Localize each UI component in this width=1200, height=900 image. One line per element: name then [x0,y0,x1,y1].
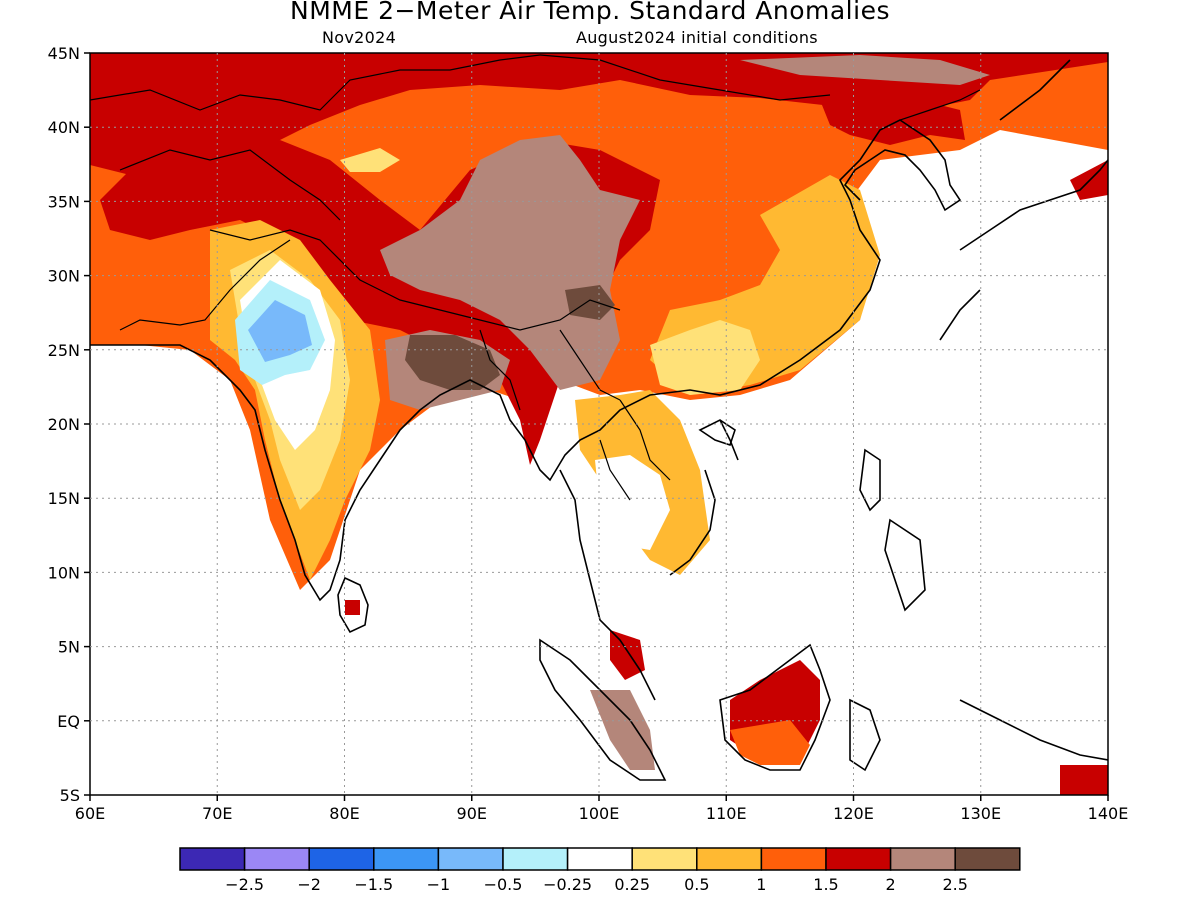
colorbar-label: 1 [756,875,766,894]
anomaly-region-red-sumatra [610,630,645,680]
anomaly-region-red-srilanka [345,600,360,615]
anomaly-region-darkbrown [405,335,500,390]
colorbar-swatch [760,847,827,871]
lat-tick-label: 5N [58,638,80,657]
lon-tick-label: 60E [75,804,105,823]
map-title: NMME 2−Meter Air Temp. Standard Anomalie… [290,0,890,25]
colorbar-label: −1 [427,875,451,894]
colorbar-label: 0.25 [614,875,650,894]
initial-conditions: August2024 initial conditions [576,28,818,47]
anomaly-region-yellow-tibet [340,148,400,172]
lat-tick-label: 10N [48,563,80,582]
coastlines [90,59,1108,781]
colorbar-swatch [631,847,698,871]
lat-tick-label: 20N [48,415,80,434]
anomaly-region-white-indochina [595,455,670,550]
colorbar-swatch [566,847,633,871]
lon-tick-label: 90E [457,804,487,823]
lon-tick-label: 80E [329,804,359,823]
colorbar-label: −0.5 [484,875,523,894]
graticule [90,53,1108,795]
colorbar-swatch [954,847,1021,871]
country-borders [90,54,981,501]
colorbar-label: −0.25 [543,875,592,894]
lon-tick-label: 70E [202,804,232,823]
colorbar-swatch [373,847,440,871]
lon-tick-label: 110E [706,804,747,823]
anomaly-region-darkbrown-2 [565,285,615,320]
anomaly-region-yellow-china [650,320,760,395]
colorbar-swatch [179,847,246,871]
anomaly-region-blue-india [248,300,312,362]
colorbar-swatch [825,847,892,871]
colorbar-swatch [502,847,569,871]
colorbar-label: 2 [886,875,896,894]
colorbar-label: −2 [297,875,321,894]
axes: 60E 70E 80E 90E 100E 110E 120E 130E 140E 45N 40N 35… [48,44,1129,823]
anomaly-field [90,53,1108,795]
colorbar-label: −2.5 [225,875,264,894]
anomaly-region-brown-tibet [380,135,640,390]
forecast-month: Nov2024 [322,28,397,47]
lat-tick-label: 40N [48,118,80,137]
lat-tick-label: 15N [48,489,80,508]
colorbar-swatch [889,847,956,871]
colorbar-swatch [308,847,375,871]
colorbar-label: −1.5 [354,875,393,894]
anomaly-region-brown-north [740,55,990,85]
lon-tick-label: 100E [579,804,620,823]
colorbar-swatch [696,847,763,871]
lat-tick-label: 45N [48,44,80,63]
anomaly-region-red-newguinea [1060,765,1108,795]
anomaly-region-red-east [820,95,965,145]
colorbar-label: 0.5 [684,875,709,894]
colorbar-swatch [437,847,504,871]
lat-tick-label: EQ [57,712,80,731]
colorbar-label: 1.5 [813,875,838,894]
lon-tick-label: 140E [1088,804,1129,823]
anomaly-region-orange-borneo [730,720,810,765]
lat-tick-label: 25N [48,341,80,360]
lat-tick-label: 35N [48,192,80,211]
lon-tick-label: 130E [960,804,1001,823]
colorbar-swatch [243,847,310,871]
lon-tick-label: 120E [833,804,874,823]
colorbar-label: 2.5 [942,875,967,894]
anomaly-region-brown-sumatra [590,690,655,770]
colorbar: −2.5 −2 −1.5 −1 −0.5 −0.25 0.25 0.5 1 1.5 2 2.5 [179,847,1021,894]
lat-tick-label: 30N [48,267,80,286]
lat-tick-label: 5S [60,786,80,805]
